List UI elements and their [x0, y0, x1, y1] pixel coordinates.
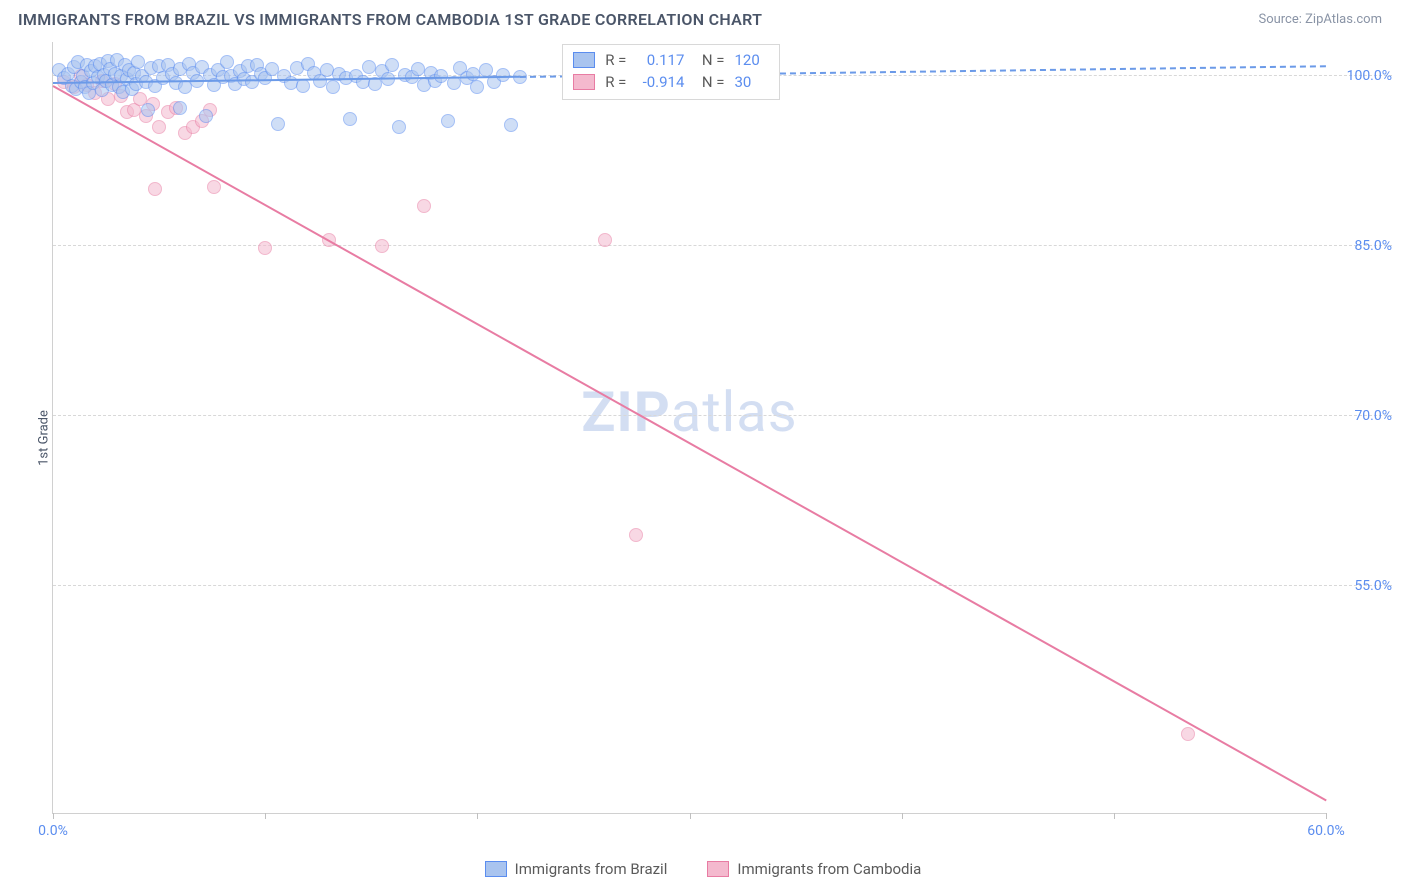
data-point: [470, 80, 484, 94]
bottom-legend: Immigrants from Brazil Immigrants from C…: [0, 860, 1406, 878]
data-point: [326, 80, 340, 94]
x-tick-label: 0.0%: [38, 823, 68, 839]
data-point: [417, 199, 431, 213]
gridline: [53, 415, 1392, 416]
data-point: [296, 79, 310, 93]
gridline: [53, 245, 1392, 246]
data-point: [392, 120, 406, 134]
watermark: ZIPatlas: [581, 379, 797, 445]
data-point: [271, 117, 285, 131]
legend-item-brazil: Immigrants from Brazil: [485, 860, 668, 878]
y-axis-label: 1st Grade: [36, 410, 51, 466]
chart-container: 1st Grade ZIPatlas 55.0%70.0%85.0%100.0%…: [22, 34, 1396, 842]
stat-n-value: 120: [735, 49, 769, 71]
gridline: [53, 585, 1392, 586]
data-point: [385, 58, 399, 72]
y-tick-label: 55.0%: [1330, 578, 1392, 594]
data-point: [148, 182, 162, 196]
stat-n-value: 30: [735, 71, 769, 93]
x-tick: [477, 813, 478, 819]
stats-row: R = -0.914 N = 30: [573, 71, 768, 93]
data-point: [375, 239, 389, 253]
data-point: [320, 63, 334, 77]
data-point: [141, 103, 155, 117]
data-point: [496, 68, 510, 82]
data-point: [220, 55, 234, 69]
source-label: Source: ZipAtlas.com: [1258, 12, 1382, 27]
data-point: [207, 180, 221, 194]
chart-title: IMMIGRANTS FROM BRAZIL VS IMMIGRANTS FRO…: [18, 10, 762, 29]
data-point: [199, 109, 213, 123]
stat-r-value: 0.117: [636, 49, 684, 71]
legend-label-cambodia: Immigrants from Cambodia: [737, 860, 921, 878]
y-tick-label: 70.0%: [1330, 408, 1392, 424]
y-tick-label: 100.0%: [1330, 68, 1392, 84]
data-point: [258, 241, 272, 255]
trend-line: [53, 85, 1327, 801]
stat-r-value: -0.914: [636, 71, 684, 93]
data-point: [504, 118, 518, 132]
swatch-brazil: [485, 861, 507, 877]
x-tick: [1114, 813, 1115, 819]
legend-item-cambodia: Immigrants from Cambodia: [707, 860, 921, 878]
data-point: [178, 80, 192, 94]
legend-label-brazil: Immigrants from Brazil: [515, 860, 668, 878]
data-point: [1181, 727, 1195, 741]
x-tick: [53, 813, 54, 819]
x-tick: [265, 813, 266, 819]
data-point: [598, 233, 612, 247]
x-tick: [1326, 813, 1327, 819]
swatch-icon: [573, 74, 595, 90]
swatch-icon: [573, 52, 595, 68]
y-tick-label: 85.0%: [1330, 238, 1392, 254]
stat-n-label: N =: [694, 71, 724, 93]
x-tick-label: 60.0%: [1307, 823, 1345, 839]
stats-row: R = 0.117 N = 120: [573, 49, 768, 71]
data-point: [629, 528, 643, 542]
stat-n-label: N =: [694, 49, 724, 71]
stat-r-label: R =: [605, 71, 626, 93]
stat-r-label: R =: [605, 49, 626, 71]
x-tick: [690, 813, 691, 819]
data-point: [441, 114, 455, 128]
data-point: [173, 101, 187, 115]
stats-box: R = 0.117 N = 120 R = -0.914 N = 30: [562, 44, 779, 100]
swatch-cambodia: [707, 861, 729, 877]
data-point: [411, 62, 425, 76]
data-point: [152, 120, 166, 134]
data-point: [343, 112, 357, 126]
plot-area: ZIPatlas 55.0%70.0%85.0%100.0%0.0%60.0%R…: [52, 42, 1326, 814]
x-tick: [902, 813, 903, 819]
